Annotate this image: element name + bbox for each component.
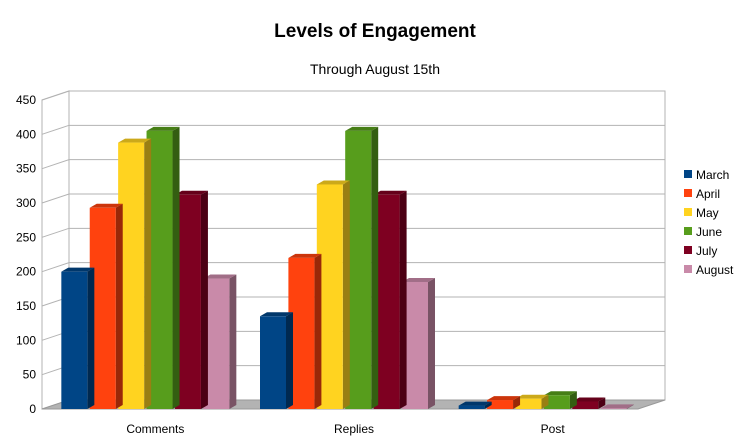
bar-side [286, 312, 293, 409]
bar-top [203, 274, 237, 279]
y-tick-label: 300 [16, 196, 36, 210]
bar-march-post [458, 401, 492, 409]
bar-side [541, 394, 549, 409]
bar-june-post [543, 391, 577, 409]
y-tick-label: 400 [16, 127, 36, 141]
bar-side [200, 190, 208, 409]
legend-swatch-april [684, 189, 692, 197]
bar-april-post [487, 396, 521, 409]
bar-side [484, 401, 492, 409]
bar-side [626, 404, 634, 409]
chart-title: Levels of Engagement [274, 21, 476, 42]
y-tick-label: 200 [16, 265, 36, 279]
bar-july-post [572, 397, 606, 409]
y-tick-label: 150 [16, 299, 36, 313]
bar-top [89, 203, 123, 208]
bar-side [399, 190, 407, 409]
bar-front [543, 395, 570, 409]
bar-top [260, 312, 293, 317]
legend-swatch-june [684, 227, 692, 235]
bar-august-comments [203, 274, 237, 409]
bar-top [600, 404, 634, 409]
legend-label-june: June [696, 225, 722, 239]
bar-march-comments [61, 267, 95, 409]
legend-label-may: May [696, 206, 719, 220]
bar-side [598, 397, 606, 409]
legend: March April May June July August [684, 168, 734, 277]
x-tick-label: Comments [126, 422, 184, 436]
bar-top [543, 391, 577, 396]
chart-subtitle: Through August 15th [310, 61, 440, 77]
bar-top [572, 397, 606, 402]
bar-side [569, 391, 577, 409]
legend-label-april: April [696, 187, 720, 201]
bar-top [373, 190, 407, 195]
bar-top [146, 126, 180, 131]
bar-front [260, 316, 286, 409]
bar-may-post [515, 394, 549, 409]
bar-may-comments [118, 138, 152, 409]
bar-august-post [600, 404, 634, 409]
bar-june-replies [345, 126, 379, 410]
bar-march-replies [260, 312, 293, 409]
bar-july-comments [174, 190, 208, 409]
y-tick-label: 100 [16, 333, 36, 347]
bar-top [402, 277, 435, 282]
x-tick-label: Replies [334, 422, 374, 436]
bar-april-comments [89, 203, 123, 409]
bar-top [174, 190, 208, 195]
gridline [41, 90, 665, 101]
gridline [41, 262, 665, 273]
bar-side [115, 203, 123, 409]
bar-front [458, 405, 485, 409]
bar-april-replies [288, 253, 322, 409]
legend-swatch-july [684, 246, 692, 254]
legend-swatch-march [684, 170, 692, 178]
plot-area: 0 50 100 150 200 250 300 350 400 450 Comments Repli… [16, 90, 666, 436]
y-tick-label: 350 [16, 162, 36, 176]
bar-top [288, 253, 322, 258]
bar-top [458, 401, 492, 406]
bar-top [487, 396, 521, 401]
bar-front [600, 408, 627, 409]
bar-side [371, 126, 379, 410]
bar-side [428, 277, 435, 409]
bar-may-replies [316, 180, 350, 409]
bar-top [515, 394, 549, 399]
bar-side [229, 274, 237, 409]
bar-side [513, 396, 521, 409]
bar-top [316, 180, 350, 185]
bar-side [87, 267, 95, 409]
bar-front [487, 400, 514, 409]
gridline [41, 193, 665, 204]
gridline [41, 227, 665, 238]
x-tick-label: Post [541, 422, 566, 436]
bar-side [314, 253, 322, 409]
bar-july-replies [373, 190, 407, 409]
bar-front [572, 401, 599, 409]
bar-front [515, 398, 542, 409]
gridline [41, 159, 665, 170]
bar-august-replies [402, 277, 435, 409]
legend-swatch-august [684, 265, 692, 273]
bar-side [172, 126, 180, 410]
bar-june-comments [146, 126, 180, 410]
bar-side [144, 138, 152, 409]
bar-front [61, 271, 88, 409]
y-tick-label: 450 [16, 93, 36, 107]
bar-top [118, 138, 152, 143]
bar-top [61, 267, 95, 272]
gridline [41, 124, 665, 135]
y-tick-label: 50 [23, 368, 37, 382]
legend-label-august: August [696, 263, 734, 277]
legend-label-march: March [696, 168, 729, 182]
bar-side [342, 180, 350, 409]
legend-swatch-may [684, 208, 692, 216]
y-tick-label: 0 [29, 402, 36, 416]
legend-label-july: July [696, 244, 717, 258]
y-tick-label: 250 [16, 230, 36, 244]
bar-top [345, 126, 379, 131]
